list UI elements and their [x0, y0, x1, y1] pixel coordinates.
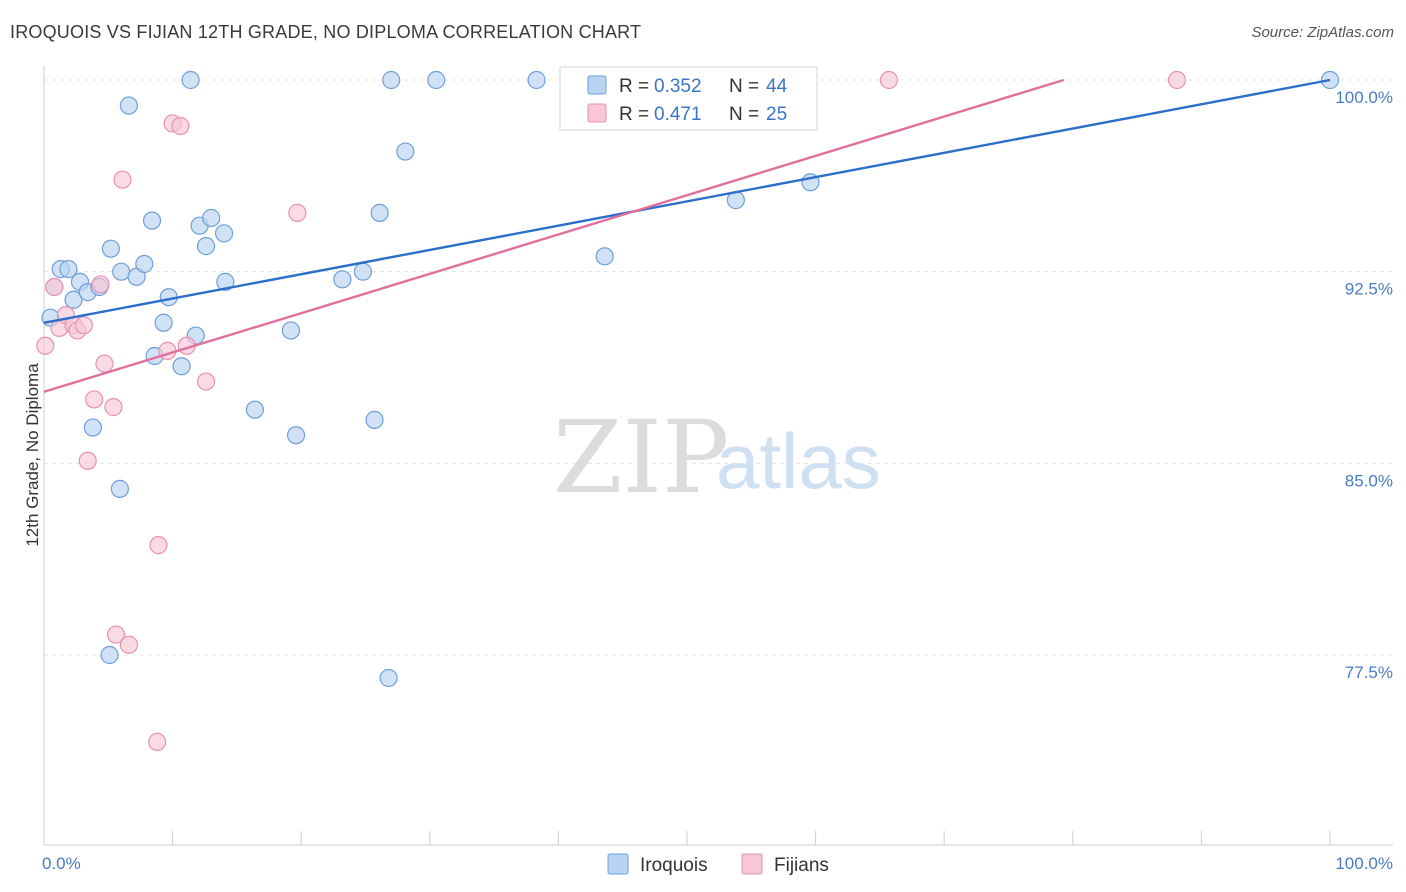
iroquois-point — [595, 247, 614, 266]
iroquois-point — [245, 400, 265, 419]
iroquois-point — [83, 418, 102, 437]
iroquois-point — [216, 272, 235, 291]
gridlines — [44, 79, 1393, 656]
iroquois-point — [172, 357, 191, 376]
iroquois-point — [353, 262, 373, 281]
chart-source: Source: ZipAtlas.com — [1251, 24, 1394, 41]
iroquois-point — [135, 254, 154, 274]
iroquois-point — [427, 70, 446, 90]
bottom-legend-label-iroquois: Iroquois — [640, 855, 708, 876]
bottom-legend: Iroquois Fijians — [607, 853, 829, 876]
iroquois-point — [382, 70, 401, 90]
x-tick-label: 100.0% — [1335, 854, 1393, 873]
fijians-point — [196, 372, 216, 391]
iroquois-point — [214, 224, 234, 243]
watermark: ZIP atlas — [553, 399, 881, 516]
fijians-point — [74, 316, 93, 335]
x-tick-label: 0.0% — [42, 854, 81, 873]
fijians-point — [149, 536, 168, 555]
fijians-point — [45, 277, 64, 297]
iroquois-point — [196, 237, 216, 256]
iroquois-point — [100, 645, 119, 665]
fijians-point — [879, 70, 899, 90]
legend-r-label-fijians: R = — [619, 104, 649, 125]
legend-swatch-iroquois — [587, 75, 607, 95]
legend-r-value-iroquois: 0.352 — [654, 76, 702, 97]
axes — [43, 66, 1393, 846]
fijians-point — [78, 451, 97, 470]
legend-n-label-iroquois: N = — [729, 76, 759, 97]
fijians-point — [91, 275, 110, 294]
watermark-zip: ZIP — [553, 399, 729, 516]
iroquois-point — [396, 142, 415, 161]
legend-n-value-iroquois: 44 — [766, 76, 788, 97]
iroquois-points — [41, 70, 1340, 688]
iroquois-point — [112, 262, 131, 281]
iroquois-point — [181, 70, 200, 90]
iroquois-point — [370, 203, 389, 222]
iroquois-point — [527, 70, 546, 90]
fijians-point — [119, 635, 138, 654]
iroquois-point — [64, 290, 83, 309]
y-tick-label: 92.5% — [1345, 280, 1393, 299]
y-axis-label: 12th Grade, No Diploma — [23, 363, 42, 547]
y-tick-labels: 100.0% 92.5% 85.0% 77.5% — [1335, 88, 1393, 682]
iroquois-point — [59, 260, 78, 279]
fijians-point — [1167, 70, 1187, 90]
iroquois-point — [333, 270, 352, 289]
fijians-point — [113, 170, 132, 189]
iroquois-point — [379, 668, 398, 688]
iroquois-point — [110, 479, 129, 498]
iroquois-point — [154, 313, 173, 332]
iroquois-point — [286, 426, 306, 445]
fijians-point — [106, 625, 126, 644]
legend-r-value-fijians: 0.471 — [654, 104, 702, 125]
fijians-point — [85, 390, 104, 409]
iroquois-point — [202, 208, 221, 228]
bottom-legend-label-fijians: Fijians — [774, 855, 829, 876]
fijians-trend-line — [43, 78, 1065, 393]
trend-lines — [43, 78, 1331, 393]
legend-n-value-fijians: 25 — [766, 104, 787, 125]
iroquois-point — [281, 321, 301, 340]
legend-swatch-fijians — [587, 103, 607, 123]
y-tick-label: 77.5% — [1345, 663, 1393, 682]
fijians-point — [288, 203, 307, 222]
fijians-point — [104, 398, 123, 417]
x-tick-labels: 0.0% 100.0% — [42, 854, 1393, 873]
iroquois-point — [142, 211, 162, 230]
fijians-point — [148, 732, 167, 751]
legend-n-label-fijians: N = — [729, 104, 759, 125]
bottom-legend-swatch-fijians — [741, 853, 763, 875]
fijians-point — [95, 354, 114, 373]
iroquois-point — [365, 410, 384, 429]
legend-box: R = 0.352 N = 44 R = 0.471 N = 25 — [559, 66, 818, 131]
watermark-atlas: atlas — [716, 417, 881, 505]
fijians-point — [36, 336, 55, 355]
y-tick-label: 100.0% — [1335, 88, 1393, 107]
chart-title: IROQUOIS VS FIJIAN 12TH GRADE, NO DIPLOM… — [10, 22, 642, 42]
y-tick-label: 85.0% — [1345, 471, 1393, 490]
iroquois-point — [119, 96, 138, 115]
legend-r-label-iroquois: R = — [619, 76, 649, 97]
iroquois-point — [101, 239, 120, 258]
fijians-point — [171, 116, 190, 136]
bottom-legend-swatch-iroquois — [607, 853, 629, 875]
iroquois-trend-line — [43, 78, 1331, 324]
